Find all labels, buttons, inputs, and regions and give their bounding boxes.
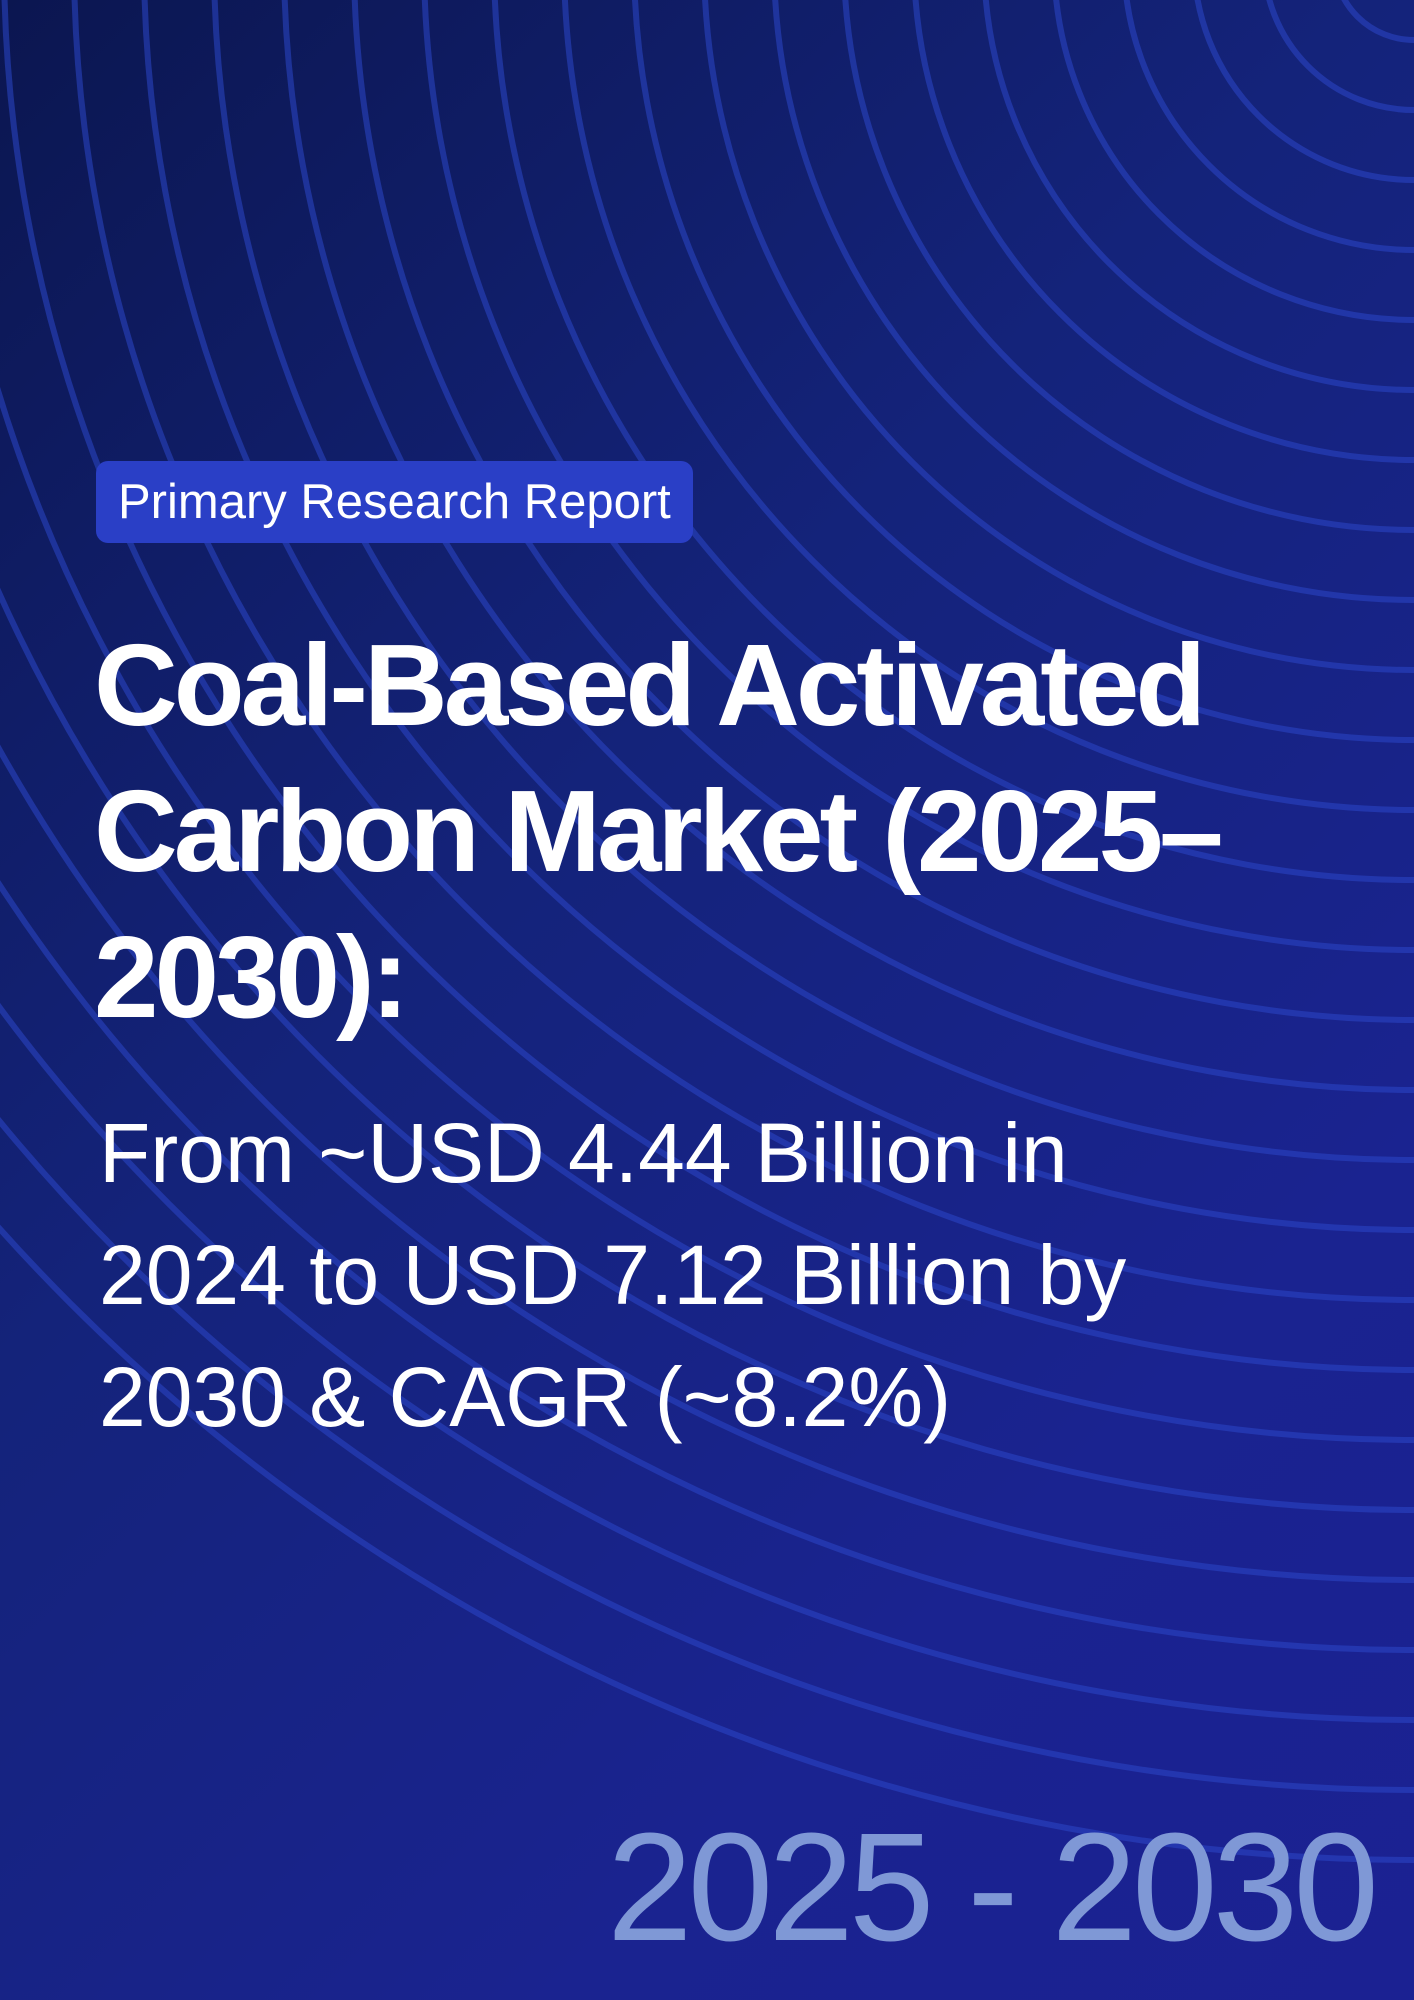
subtitle-line-2: 2024 to USD 7.12 Billion by [99,1228,1127,1322]
report-type-label: Primary Research Report [118,475,671,529]
report-subtitle: From ~USD 4.44 Billion in 2024 to USD 7.… [99,1092,1299,1458]
title-line-2: Carbon Market (2025– [94,766,1224,896]
forecast-period: 2025 - 2030 [606,1801,1379,1973]
subtitle-line-1: From ~USD 4.44 Billion in [99,1106,1068,1200]
report-type-badge: Primary Research Report [96,461,693,543]
title-line-1: Coal-Based Activated [94,620,1206,750]
report-title: Coal-Based Activated Carbon Market (2025… [94,612,1354,1050]
title-line-3: 2030): [94,912,409,1042]
subtitle-line-3: 2030 & CAGR (~8.2%) [99,1350,952,1444]
